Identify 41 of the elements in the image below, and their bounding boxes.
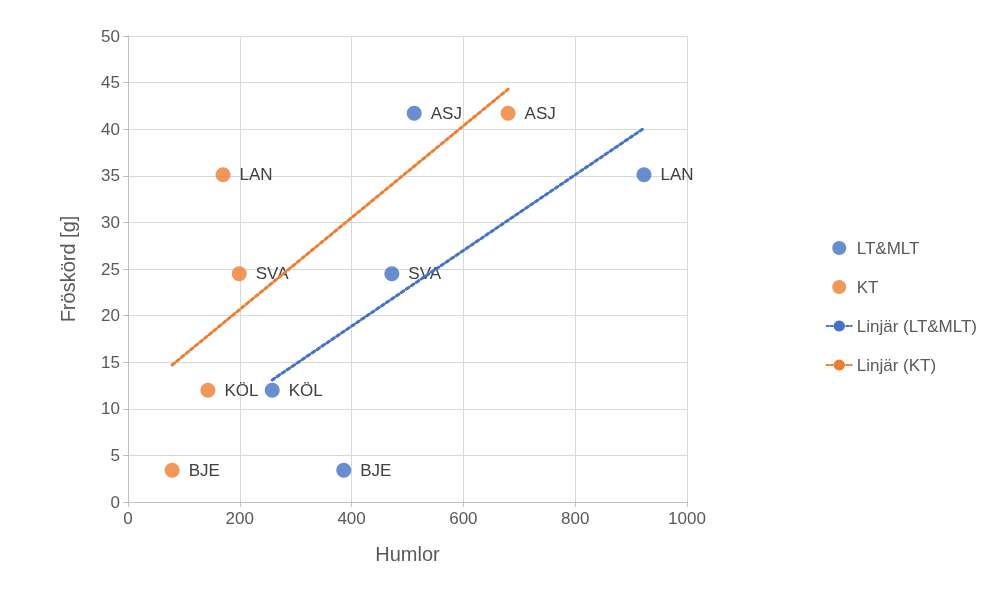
y-tick-label: 40 [101,119,120,139]
annotation: ASJ [430,103,462,123]
point [500,105,516,121]
x-tick-label: 0 [123,509,133,528]
annotation: ASJ [524,103,556,123]
y-tick-label: 5 [110,445,120,465]
annotation: KÖL [288,380,323,400]
x-axis-title: Humlor [375,543,441,565]
x-tick-label: 800 [561,509,590,528]
point [215,167,231,183]
point [200,382,216,398]
y-tick-label: 0 [110,492,120,512]
x-tick-label: 400 [337,509,366,528]
y-tick-label: 15 [101,352,120,372]
annotation: BJE [188,460,220,480]
legend-label: KT [856,277,879,297]
point [384,266,400,282]
annotation: BJE [360,460,392,480]
point [164,462,180,478]
annotation: LAN [660,165,694,185]
legend-label: Linjär (KT) [856,355,937,375]
y-tick-label: 45 [101,73,120,93]
x-tick-label: 1000 [668,509,706,528]
point [336,462,352,478]
point [406,105,422,121]
legend-label: Linjär (LT&MLT) [856,316,977,336]
y-tick-label: 50 [101,26,120,46]
annotation: KÖL [224,380,259,400]
point [231,266,247,282]
point [636,167,652,183]
x-tick-label: 600 [449,509,478,528]
y-tick-label: 10 [101,399,120,419]
legend-label: LT&MLT [856,238,920,258]
y-tick-label: 35 [101,166,120,186]
point [264,382,280,398]
y-axis-title: Fröskörd [g] [57,215,79,323]
y-tick-label: 20 [101,306,120,326]
y-tick-label: 25 [101,259,120,279]
annotation: LAN [239,165,273,185]
x-tick-label: 200 [225,509,254,528]
y-tick-label: 30 [101,212,120,232]
